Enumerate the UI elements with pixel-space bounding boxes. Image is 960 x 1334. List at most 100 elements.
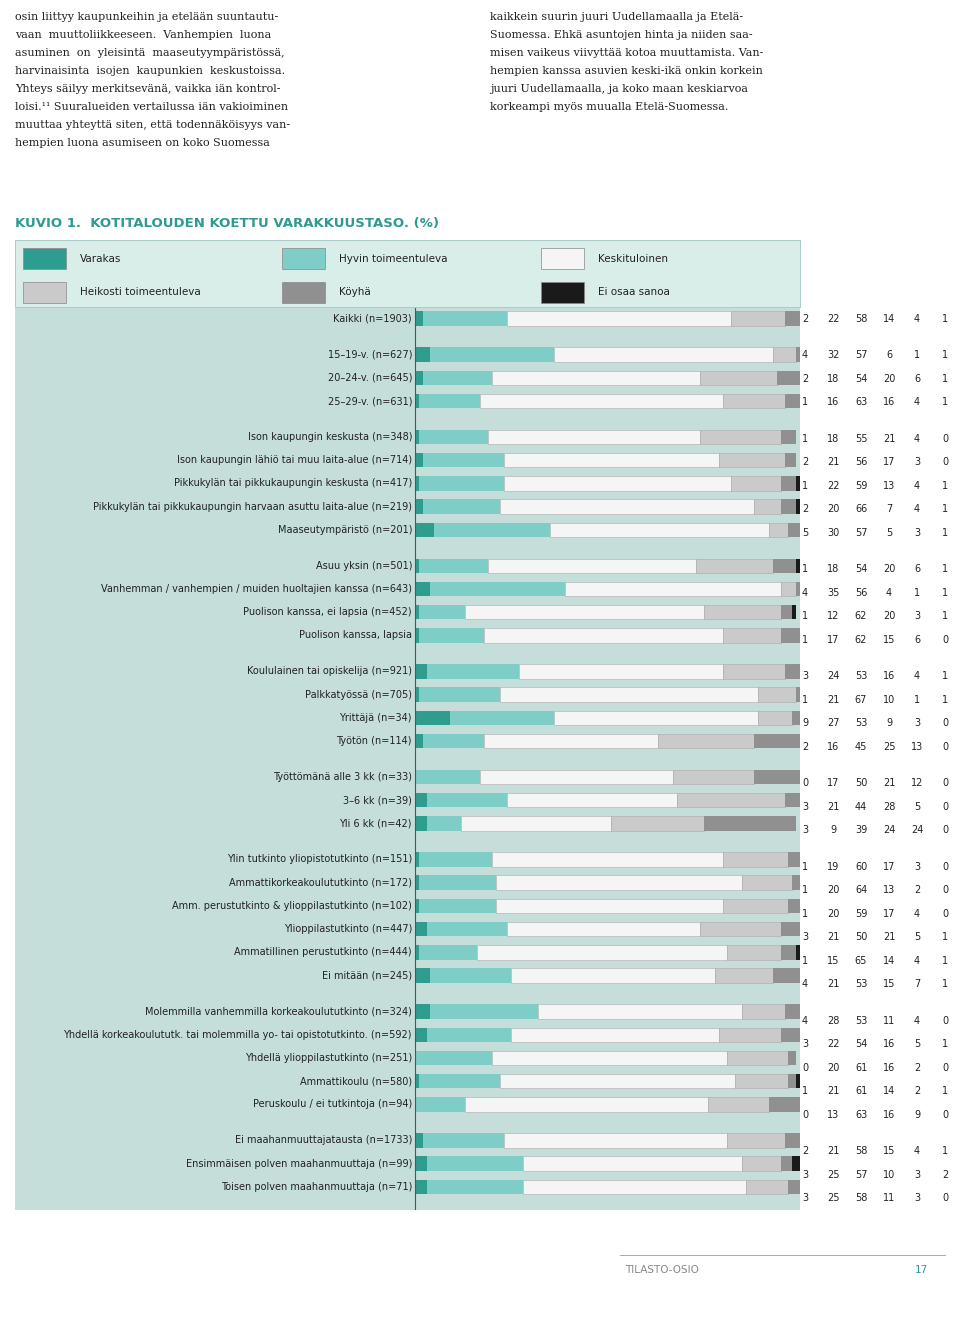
Text: 15: 15 (883, 1146, 895, 1157)
Text: 1: 1 (942, 588, 948, 598)
Text: Ammattikoulu (n=580): Ammattikoulu (n=580) (300, 1077, 412, 1086)
Text: 4: 4 (914, 480, 920, 491)
Text: 16: 16 (883, 1063, 895, 1073)
Text: korkeampi myös muualla Etelä-Suomessa.: korkeampi myös muualla Etelä-Suomessa. (490, 101, 729, 112)
Text: 1: 1 (942, 1039, 948, 1050)
Bar (415, 944, 419, 959)
Bar (415, 711, 449, 726)
Bar (800, 371, 804, 386)
Text: 16: 16 (827, 398, 839, 407)
Bar (430, 968, 512, 983)
Text: Suomessa. Ehkä asuntojen hinta ja niiden saa-: Suomessa. Ehkä asuntojen hinta ja niiden… (490, 29, 753, 40)
Bar (734, 1074, 788, 1089)
Text: 3: 3 (802, 671, 808, 682)
Text: 65: 65 (854, 955, 867, 966)
Text: 1: 1 (914, 588, 920, 598)
Bar (800, 687, 804, 702)
Text: 17: 17 (827, 635, 839, 644)
Bar (723, 628, 780, 643)
Text: 2: 2 (802, 1146, 808, 1157)
Bar (719, 454, 784, 467)
Text: Työttömänä alle 3 kk (n=33): Työttömänä alle 3 kk (n=33) (273, 772, 412, 782)
Bar (742, 1157, 780, 1171)
Text: 21: 21 (827, 979, 839, 990)
Bar (780, 944, 796, 959)
Bar (754, 499, 780, 514)
Text: 17: 17 (883, 862, 895, 871)
Bar (800, 922, 804, 936)
Text: 4: 4 (914, 313, 920, 324)
Text: Pikkukylän tai pikkukaupungin harvaan asuttu laita-alue (n=219): Pikkukylän tai pikkukaupungin harvaan as… (93, 502, 412, 512)
Text: 1: 1 (942, 695, 948, 704)
Text: 1: 1 (802, 434, 808, 444)
Bar (415, 582, 430, 596)
Bar (523, 1179, 746, 1194)
Bar (788, 523, 800, 538)
Text: 17: 17 (883, 908, 895, 919)
Text: 24: 24 (911, 826, 924, 835)
Bar (415, 371, 422, 386)
Bar (415, 1051, 492, 1065)
Text: 62: 62 (854, 611, 867, 622)
Bar (708, 1097, 769, 1111)
Text: asuminen  on  yleisintä  maaseutyympäristössä,: asuminen on yleisintä maaseutyympäristös… (15, 48, 284, 57)
Text: 56: 56 (854, 588, 867, 598)
Text: 0: 0 (802, 778, 808, 788)
Bar (723, 664, 784, 679)
Bar (788, 1074, 796, 1089)
Text: loisi.¹¹ Suuralueiden vertailussa iän vakioiminen: loisi.¹¹ Suuralueiden vertailussa iän va… (15, 101, 288, 112)
Text: 57: 57 (854, 528, 867, 538)
Text: Yhteys säilyy merkitsevänä, vaikka iän kontrol-: Yhteys säilyy merkitsevänä, vaikka iän k… (15, 84, 280, 93)
Bar (746, 1179, 788, 1194)
Text: 66: 66 (854, 504, 867, 514)
Text: 55: 55 (854, 434, 867, 444)
Text: 1: 1 (802, 862, 808, 871)
Text: 53: 53 (854, 718, 867, 728)
Bar (419, 944, 476, 959)
Bar (426, 1179, 523, 1194)
Text: 17: 17 (883, 458, 895, 467)
Bar (426, 664, 519, 679)
Bar (426, 922, 508, 936)
Text: 57: 57 (854, 351, 867, 360)
Text: Köyhä: Köyhä (339, 287, 371, 297)
Bar (800, 1027, 804, 1042)
Text: 28: 28 (827, 1015, 839, 1026)
Text: 56: 56 (854, 458, 867, 467)
Text: 1: 1 (802, 398, 808, 407)
Text: 25: 25 (827, 1170, 839, 1179)
Text: 1: 1 (942, 671, 948, 682)
Text: 4: 4 (802, 979, 808, 990)
Text: 1: 1 (942, 1146, 948, 1157)
Text: 6: 6 (914, 635, 920, 644)
Bar (508, 311, 731, 325)
Bar (788, 852, 800, 867)
Text: 3: 3 (914, 718, 920, 728)
Text: 27: 27 (827, 718, 839, 728)
Text: 1: 1 (802, 886, 808, 895)
Text: 17: 17 (827, 778, 839, 788)
Bar (539, 1005, 742, 1019)
Bar (800, 582, 804, 596)
Bar (796, 944, 800, 959)
Text: 3: 3 (802, 1039, 808, 1050)
Text: Puolison kanssa, ei lapsia (n=452): Puolison kanssa, ei lapsia (n=452) (244, 607, 412, 618)
Text: 15: 15 (883, 635, 895, 644)
Text: 22: 22 (827, 313, 839, 324)
Bar (426, 1157, 523, 1171)
Text: 5: 5 (886, 528, 892, 538)
Text: 59: 59 (854, 480, 867, 491)
Text: 4: 4 (914, 671, 920, 682)
Bar (415, 899, 419, 912)
Bar (796, 687, 800, 702)
Bar (500, 499, 754, 514)
Bar (773, 968, 800, 983)
Text: osin liittyy kaupunkeihin ja etelään suuntautu-: osin liittyy kaupunkeihin ja etelään suu… (15, 12, 278, 21)
Text: 11: 11 (883, 1015, 895, 1026)
Bar (419, 430, 488, 444)
Text: 0: 0 (942, 1063, 948, 1073)
Bar (523, 1157, 742, 1171)
Text: juuri Uudellamaalla, ja koko maan keskiarvoa: juuri Uudellamaalla, ja koko maan keskia… (490, 84, 748, 93)
Bar (23, 248, 66, 269)
Bar (800, 394, 804, 408)
